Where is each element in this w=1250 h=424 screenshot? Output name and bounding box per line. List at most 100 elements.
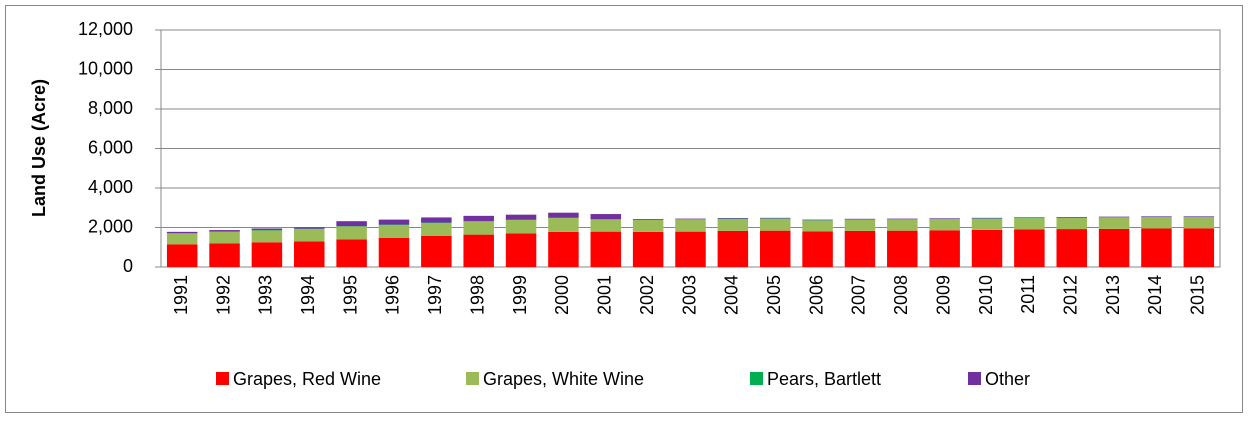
bar-segment [506, 233, 536, 267]
x-tick-label: 2004 [722, 275, 742, 315]
bar-segment [633, 232, 663, 267]
bar-segment [1014, 218, 1044, 229]
x-tick-label: 1999 [510, 275, 530, 315]
bar-segment [887, 220, 917, 231]
bar-segment [379, 220, 409, 225]
legend-label: Pears, Bartlett [767, 369, 881, 389]
bar-segment [209, 230, 239, 231]
y-tick-label: 6,000 [88, 137, 133, 157]
y-tick-label: 10,000 [78, 58, 133, 78]
bar-segment [972, 219, 1002, 230]
x-tick-label: 1993 [256, 275, 276, 315]
bar-segment [548, 213, 578, 218]
bar-segment [548, 218, 578, 232]
bar-segment [252, 228, 282, 230]
bar-segment [1141, 216, 1171, 217]
legend-swatch [968, 372, 981, 385]
bar-segment [167, 232, 197, 233]
x-tick-label: 1997 [425, 275, 445, 315]
bar-segment [718, 218, 748, 219]
bar-segment [929, 218, 959, 219]
bar-segment [421, 223, 451, 236]
bar-segment [1056, 217, 1086, 218]
y-tick-label: 8,000 [88, 98, 133, 118]
bar-segment [591, 214, 621, 219]
y-axis-label: Land Use (Acre) [29, 79, 49, 217]
bar-segment [336, 221, 366, 226]
x-tick-label: 2014 [1145, 275, 1165, 315]
bar-segment [760, 231, 790, 267]
bar-segment [845, 219, 875, 220]
x-tick-label: 2012 [1060, 275, 1080, 315]
bar-segment [548, 232, 578, 267]
bar-segment [1184, 228, 1214, 267]
legend-swatch [750, 372, 763, 385]
bar-segment [929, 230, 959, 267]
legend-label: Grapes, White Wine [483, 369, 644, 389]
bar-segment [1141, 217, 1171, 228]
x-tick-label: 1996 [383, 275, 403, 315]
x-tick-label: 2002 [637, 275, 657, 315]
bar-segment [1141, 228, 1171, 267]
bar-segment [760, 219, 790, 231]
legend-label: Other [985, 369, 1030, 389]
bar-segment [802, 220, 832, 221]
bar-segment [463, 221, 493, 234]
bar-segment [887, 231, 917, 267]
bar-segment [802, 221, 832, 232]
bar-segment [845, 231, 875, 267]
chart-border [6, 6, 1243, 413]
bar-segment [972, 218, 1002, 219]
bar-segment [1099, 229, 1129, 267]
x-tick-label: 2015 [1188, 275, 1208, 315]
x-tick-label: 2008 [891, 275, 911, 315]
bar-segment [379, 225, 409, 238]
bar-segment [1014, 229, 1044, 267]
x-tick-label: 2003 [679, 275, 699, 315]
x-tick-label: 2000 [552, 275, 572, 315]
bar-segment [1014, 217, 1044, 218]
bar-segment [294, 241, 324, 267]
bar-segment [1184, 216, 1214, 217]
bar-segment [167, 233, 197, 244]
x-tick-label: 2013 [1103, 275, 1123, 315]
x-tick-label: 1991 [171, 275, 191, 315]
bar-segment [718, 219, 748, 231]
bar-segment [675, 232, 705, 267]
bar-segment [1056, 229, 1086, 267]
bar-segment [1099, 218, 1129, 229]
bar-segment [591, 232, 621, 267]
x-tick-label: 2001 [595, 275, 615, 315]
x-tick-label: 2007 [849, 275, 869, 315]
bar-segment [887, 219, 917, 220]
bar-segment [421, 217, 451, 222]
bar-segment [252, 242, 282, 267]
x-tick-label: 2009 [933, 275, 953, 315]
y-tick-label: 2,000 [88, 216, 133, 236]
bar-segment [506, 215, 536, 220]
bar-segment [209, 232, 239, 243]
bar-segment [209, 243, 239, 267]
x-tick-label: 2006 [806, 275, 826, 315]
bar-segment [506, 220, 536, 233]
bar-segment [675, 220, 705, 232]
x-tick-label: 1994 [298, 275, 318, 315]
bar-segment [675, 219, 705, 220]
bar-segment [633, 219, 663, 220]
bar-segment [845, 220, 875, 231]
bar-segment [972, 230, 1002, 267]
bar-segment [379, 238, 409, 267]
bar-segment [760, 218, 790, 219]
bar-segment [1056, 218, 1086, 229]
x-tick-label: 1992 [213, 275, 233, 315]
x-tick-label: 1995 [340, 275, 360, 315]
bar-segment [591, 219, 621, 231]
bar-segment [294, 227, 324, 228]
bar-segment [929, 219, 959, 230]
bar-segment [421, 236, 451, 267]
x-tick-label: 2010 [976, 275, 996, 315]
bar-segment [252, 230, 282, 242]
x-tick-label: 2005 [764, 275, 784, 315]
x-tick-label: 1998 [467, 275, 487, 315]
y-tick-label: 12,000 [78, 19, 133, 39]
